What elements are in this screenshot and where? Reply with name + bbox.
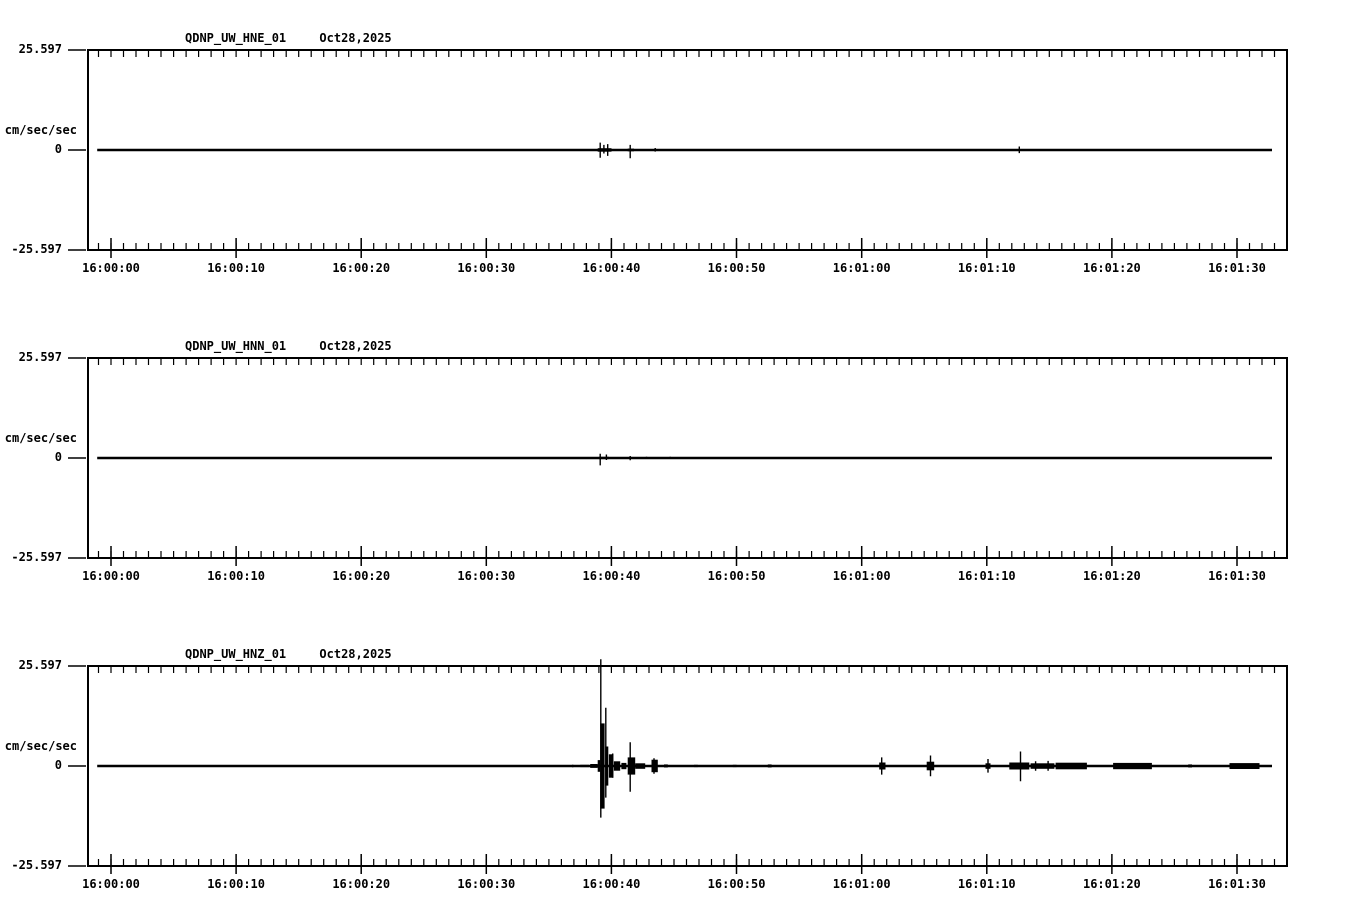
x-tick-label: 16:00:50	[707, 877, 766, 891]
x-tick-label: 16:00:50	[707, 569, 766, 583]
x-tick-label: 16:00:00	[82, 877, 140, 891]
station-label: QDNP_UW_HNE_01	[185, 31, 287, 45]
plot-frame	[87, 665, 1288, 867]
x-tick-label: 16:00:30	[457, 569, 516, 583]
y-axis-zero-label: 0	[54, 142, 62, 156]
x-tick-label: 16:00:40	[582, 569, 641, 583]
waveform-plot-hnz	[68, 659, 1288, 874]
y-axis-unit-label: cm/sec/sec	[4, 739, 77, 753]
date-label: Oct28,2025	[319, 339, 392, 353]
seismogram-panel-hnz: QDNP_UW_HNZ_01 Oct28,2025 25.597 cm/sec/…	[0, 616, 1358, 924]
waveform-spikes	[599, 142, 1020, 159]
plot-frame	[87, 357, 1288, 559]
x-tick-label: 16:01:00	[832, 569, 891, 583]
x-tick-label: 16:00:10	[207, 569, 265, 583]
x-tick-label: 16:01:30	[1208, 261, 1266, 275]
x-axis-tick-labels: 16:00:00 16:00:10 16:00:20 16:00:30 16:00:40…	[0, 877, 1358, 893]
x-tick-label: 16:01:30	[1208, 877, 1266, 891]
station-label: QDNP_UW_HNN_01	[185, 339, 287, 353]
x-tick-label: 16:00:00	[82, 569, 140, 583]
x-tick-label: 16:00:20	[332, 569, 391, 583]
x-tick-label: 16:00:20	[332, 877, 391, 891]
y-axis-min-label: -25.597	[11, 242, 62, 256]
x-tick-label: 16:01:00	[832, 877, 891, 891]
x-axis-tick-labels: 16:00:00 16:00:10 16:00:20 16:00:30 16:00:40…	[0, 569, 1358, 585]
panel-title: QDNP_UW_HNZ_01 Oct28,2025	[185, 647, 392, 661]
x-tick-label: 16:00:50	[707, 261, 766, 275]
y-axis-max-label: 25.597	[18, 350, 62, 364]
x-tick-label: 16:01:10	[957, 261, 1016, 275]
x-tick-label: 16:01:10	[957, 569, 1016, 583]
y-axis-zero-label: 0	[54, 758, 62, 772]
waveform-spikes	[599, 453, 671, 466]
seismogram-panel-hnn: QDNP_UW_HNN_01 Oct28,2025 25.597 cm/sec/…	[0, 308, 1358, 616]
x-tick-label: 16:01:00	[832, 261, 891, 275]
waveform-plot-hnn	[68, 357, 1288, 566]
x-tick-label: 16:00:20	[332, 261, 391, 275]
major-ticks	[68, 49, 1238, 258]
y-axis-zero-label: 0	[54, 450, 62, 464]
x-tick-label: 16:00:30	[457, 877, 516, 891]
x-tick-label: 16:00:10	[207, 877, 265, 891]
major-ticks	[68, 357, 1238, 566]
y-axis-min-label: -25.597	[11, 550, 62, 564]
date-label: Oct28,2025	[319, 647, 392, 661]
x-tick-label: 16:01:20	[1082, 261, 1141, 275]
date-label: Oct28,2025	[319, 31, 392, 45]
x-tick-label: 16:01:10	[957, 877, 1016, 891]
y-axis-unit-label: cm/sec/sec	[4, 123, 77, 137]
x-tick-label: 16:00:30	[457, 261, 516, 275]
plot-frame	[87, 49, 1288, 251]
y-axis-min-label: -25.597	[11, 858, 62, 872]
y-axis-max-label: 25.597	[18, 658, 62, 672]
major-ticks	[68, 665, 1238, 874]
waveform-plot-hne	[68, 49, 1288, 258]
panel-title: QDNP_UW_HNN_01 Oct28,2025	[185, 339, 392, 353]
waveform-spikes	[572, 659, 1049, 818]
station-label: QDNP_UW_HNZ_01	[185, 647, 287, 661]
x-tick-label: 16:00:10	[207, 261, 265, 275]
x-tick-label: 16:01:20	[1082, 569, 1141, 583]
x-tick-label: 16:00:40	[582, 877, 641, 891]
seismogram-panel-hne: QDNP_UW_HNE_01 Oct28,2025 25.597 cm/sec/…	[0, 0, 1358, 308]
x-tick-label: 16:00:40	[582, 261, 641, 275]
x-axis-tick-labels: 16:00:00 16:00:10 16:00:20 16:00:30 16:00:40…	[0, 261, 1358, 277]
y-axis-max-label: 25.597	[18, 42, 62, 56]
y-axis-unit-label: cm/sec/sec	[4, 431, 77, 445]
x-tick-label: 16:00:00	[82, 261, 140, 275]
x-tick-label: 16:01:20	[1082, 877, 1141, 891]
panel-title: QDNP_UW_HNE_01 Oct28,2025	[185, 31, 392, 45]
x-tick-label: 16:01:30	[1208, 569, 1266, 583]
